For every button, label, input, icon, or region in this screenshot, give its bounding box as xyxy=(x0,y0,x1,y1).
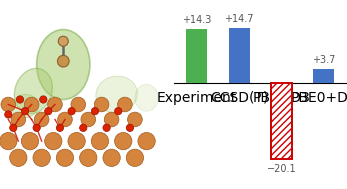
Text: +14.3: +14.3 xyxy=(182,15,211,25)
Circle shape xyxy=(0,132,17,150)
Circle shape xyxy=(71,97,86,112)
Circle shape xyxy=(10,124,17,132)
Circle shape xyxy=(103,124,110,132)
Circle shape xyxy=(58,112,72,127)
Circle shape xyxy=(21,108,29,115)
Circle shape xyxy=(33,124,40,132)
Circle shape xyxy=(79,149,97,167)
Circle shape xyxy=(48,97,62,112)
Text: +3.7: +3.7 xyxy=(312,55,336,65)
Circle shape xyxy=(33,149,50,167)
Circle shape xyxy=(68,132,85,150)
Text: −20.1: −20.1 xyxy=(266,164,296,174)
Circle shape xyxy=(115,132,132,150)
Circle shape xyxy=(126,124,134,132)
Bar xyxy=(271,83,292,159)
Circle shape xyxy=(79,124,87,132)
Circle shape xyxy=(21,132,39,150)
Circle shape xyxy=(1,97,16,112)
Text: +14.7: +14.7 xyxy=(225,14,254,24)
Circle shape xyxy=(24,97,39,112)
Ellipse shape xyxy=(14,68,52,114)
Circle shape xyxy=(94,97,109,112)
Bar xyxy=(186,29,208,83)
Circle shape xyxy=(118,97,132,112)
Ellipse shape xyxy=(135,84,158,111)
Circle shape xyxy=(91,108,99,115)
Bar xyxy=(271,83,292,159)
Circle shape xyxy=(91,132,109,150)
Ellipse shape xyxy=(96,76,137,113)
Circle shape xyxy=(128,112,142,127)
Ellipse shape xyxy=(37,29,90,99)
Circle shape xyxy=(11,112,26,127)
Circle shape xyxy=(81,112,96,127)
Circle shape xyxy=(16,96,24,103)
Circle shape xyxy=(5,111,12,118)
Circle shape xyxy=(103,149,120,167)
Circle shape xyxy=(115,108,122,115)
Circle shape xyxy=(45,108,52,115)
Circle shape xyxy=(56,149,74,167)
Circle shape xyxy=(10,149,27,167)
Circle shape xyxy=(58,36,68,46)
Circle shape xyxy=(104,112,119,127)
Ellipse shape xyxy=(12,94,38,118)
Circle shape xyxy=(138,132,155,150)
Circle shape xyxy=(45,132,62,150)
Bar xyxy=(229,28,250,83)
Circle shape xyxy=(58,55,69,67)
Circle shape xyxy=(34,112,49,127)
Circle shape xyxy=(40,96,47,103)
Circle shape xyxy=(126,149,144,167)
Circle shape xyxy=(68,108,75,115)
Circle shape xyxy=(56,124,64,132)
Bar xyxy=(313,69,334,83)
